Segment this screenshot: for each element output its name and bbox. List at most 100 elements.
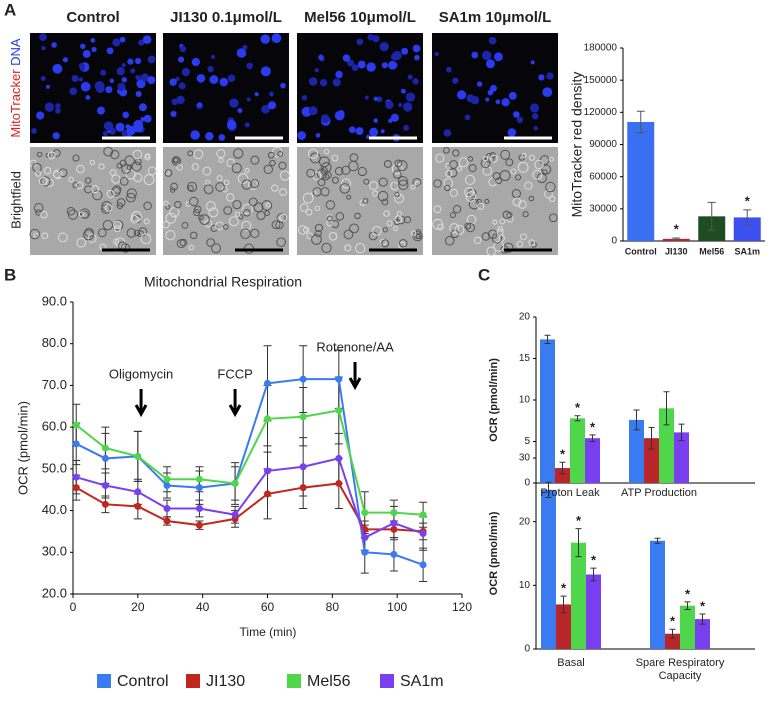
cell <box>143 218 150 225</box>
nucleus <box>226 120 237 130</box>
cell <box>233 148 244 159</box>
cell <box>314 229 322 238</box>
nucleus <box>246 62 254 70</box>
nucleus <box>407 74 413 80</box>
x-tick-label: 40 <box>196 600 210 614</box>
cell <box>52 170 61 179</box>
cell <box>495 177 503 185</box>
nucleus <box>78 77 84 82</box>
nucleus <box>44 102 55 112</box>
nucleus <box>301 95 308 101</box>
nucleus <box>91 46 97 53</box>
cell <box>334 166 344 176</box>
cell <box>393 225 399 232</box>
cell <box>452 149 460 157</box>
cell <box>394 192 400 198</box>
cell <box>412 178 422 187</box>
cell <box>528 239 536 246</box>
nucleus <box>45 84 50 89</box>
nucleus <box>254 92 259 97</box>
cell <box>231 162 242 174</box>
row-label-blue: DNA <box>8 38 23 66</box>
cell <box>311 234 322 245</box>
error-bar <box>648 426 655 450</box>
nucleus <box>400 88 406 94</box>
legend-swatch <box>287 674 301 688</box>
cell <box>299 203 309 212</box>
error-bar <box>684 601 691 611</box>
error-bar <box>589 434 596 442</box>
cell <box>482 166 493 176</box>
cell <box>433 179 442 188</box>
nucleus <box>471 51 479 59</box>
cell <box>250 228 260 239</box>
nucleus <box>412 44 421 53</box>
annotation: Oligomycin <box>109 366 173 381</box>
error-bar <box>574 415 581 422</box>
cell <box>264 210 270 216</box>
cell <box>131 161 142 172</box>
cell <box>226 193 235 202</box>
cell <box>544 189 553 199</box>
nucleus <box>85 95 91 100</box>
nucleus <box>31 128 37 134</box>
nucleus <box>308 106 318 116</box>
cell <box>534 159 544 170</box>
cell <box>412 231 423 242</box>
cell <box>29 228 40 240</box>
x-tick-label: Control <box>625 246 657 256</box>
cell <box>114 225 121 233</box>
nucleus <box>143 114 152 123</box>
nucleus <box>117 82 126 91</box>
cell <box>321 242 332 254</box>
cell <box>89 159 96 166</box>
nucleus <box>512 111 520 118</box>
cell <box>403 216 412 224</box>
bar <box>585 438 600 483</box>
y-tick-label: 80.0 <box>42 335 67 350</box>
cell <box>218 157 224 163</box>
cell <box>541 169 548 176</box>
cell <box>448 168 458 178</box>
bar <box>665 633 680 649</box>
y-tick-label: 15 <box>519 353 531 364</box>
nucleus <box>318 54 324 61</box>
cell <box>325 200 336 210</box>
nucleus <box>41 45 46 51</box>
nucleus <box>357 60 366 69</box>
data-point <box>163 517 171 525</box>
nucleus <box>127 58 134 65</box>
cell <box>265 202 271 208</box>
nucleus <box>380 129 385 134</box>
cell <box>66 207 76 216</box>
significance: * <box>561 581 567 596</box>
nucleus <box>52 132 60 140</box>
cell <box>83 229 94 241</box>
row-label: Brightfield <box>8 171 23 229</box>
x-tick-label: Spare Respiratory Capacity <box>635 657 725 682</box>
cell <box>464 174 476 185</box>
y-axis-label: OCR (pmol/min) <box>488 511 500 595</box>
cell <box>524 181 533 190</box>
cell <box>216 175 223 182</box>
brightfield-image <box>30 147 156 255</box>
legend-label: SA1m <box>400 673 444 690</box>
nucleus <box>170 110 177 118</box>
cell <box>452 204 462 214</box>
cell <box>76 237 87 248</box>
data-point <box>72 473 80 481</box>
bar <box>586 574 601 649</box>
data-point <box>134 502 142 510</box>
nucleus <box>55 107 61 114</box>
cell <box>109 169 117 176</box>
cell <box>234 211 241 217</box>
significance: * <box>575 400 581 415</box>
nucleus <box>191 57 200 67</box>
cell <box>130 215 139 224</box>
cell <box>398 179 409 191</box>
cell <box>314 205 321 212</box>
data-point <box>72 440 80 448</box>
nucleus <box>456 90 467 100</box>
cell <box>242 203 253 215</box>
nucleus <box>487 89 494 96</box>
